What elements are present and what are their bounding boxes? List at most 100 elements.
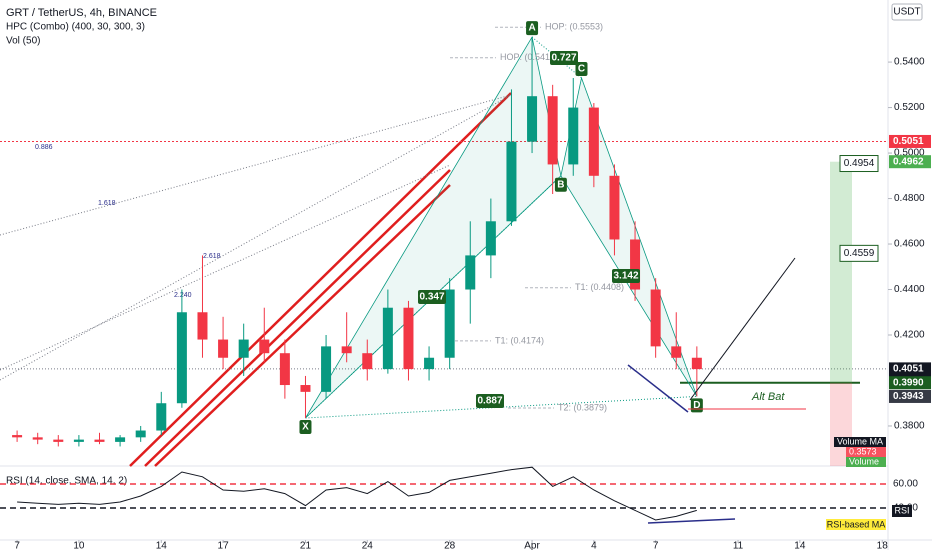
- level-label: HOP: (0.5553): [545, 22, 603, 32]
- ratio-label: 3.142: [613, 271, 638, 282]
- x-tick-label: 17: [218, 541, 230, 550]
- candle-body: [465, 255, 476, 290]
- y-tick-label: 0.3800: [894, 421, 925, 432]
- pane-tag: [846, 457, 886, 467]
- candle-body: [321, 346, 332, 392]
- x-tick-label: 24: [362, 541, 374, 550]
- rsi-ma-tag: [826, 519, 886, 530]
- trend-line: [129, 92, 512, 467]
- price-tag: [889, 155, 931, 169]
- ratio-label: 0.347: [419, 292, 444, 303]
- x-tick-label: 28: [444, 541, 456, 550]
- candle-body: [238, 339, 249, 358]
- x-tick-label: 11: [733, 541, 744, 550]
- trend-line: [144, 169, 451, 467]
- currency-box: [891, 3, 923, 21]
- candle-body: [32, 437, 43, 440]
- chart-title: GRT / TetherUS, 4h, BINANCE: [6, 7, 157, 19]
- ratio-label: 0.727: [551, 53, 576, 64]
- candle-body: [588, 107, 599, 176]
- rsi-name: RSI: [894, 505, 909, 515]
- pattern-point-label: D: [693, 400, 700, 411]
- price-tag-label: 0.3943: [893, 391, 924, 402]
- projection: [689, 257, 796, 401]
- ratio-box: [476, 394, 504, 408]
- candle-body: [300, 385, 311, 392]
- candle-body: [424, 357, 435, 370]
- pattern-point-box: [575, 62, 588, 77]
- x-tick-label: 7: [653, 541, 659, 550]
- candle-body: [568, 107, 579, 165]
- pattern-point-box: [554, 177, 567, 192]
- currency: USDT: [893, 7, 920, 18]
- candle-body: [259, 339, 270, 354]
- candle-body: [279, 353, 290, 386]
- x-tick-label: 10: [73, 541, 85, 550]
- support-line: [647, 518, 736, 524]
- trend-line: [154, 184, 451, 467]
- rsi-title: RSI (14, close, SMA, 14, 2): [6, 476, 127, 487]
- candle-body: [135, 430, 146, 438]
- level-label: T1: (0.4174): [495, 335, 544, 345]
- candle-body: [362, 353, 373, 370]
- y-tick-label: 0.5000: [894, 148, 925, 159]
- price-tag: [889, 134, 931, 148]
- rsi-ma-name: RSI-based MA: [827, 519, 886, 529]
- fib-label: 2.618: [203, 253, 221, 260]
- pane-tag: [846, 447, 886, 457]
- x-tick-label: 14: [156, 541, 168, 550]
- candle-body: [444, 289, 455, 358]
- pattern-point-label: X: [302, 422, 309, 433]
- support-line: [627, 364, 689, 413]
- fib-label: 1.618: [98, 200, 116, 207]
- pattern-point-box: [299, 420, 312, 435]
- y-tick-label: 0.4200: [894, 330, 925, 341]
- y-tick-label: 0.5400: [894, 57, 925, 68]
- y-tick-label: 0.5200: [894, 102, 925, 113]
- ratio-box: [418, 290, 446, 304]
- alt-bat-label: Alt Bat: [751, 391, 785, 403]
- indicator-label: HPC (Combo) (400, 30, 300, 3): [6, 22, 145, 33]
- pane-tag: [834, 437, 886, 447]
- target-label: 0.4954: [844, 158, 875, 169]
- rsi-tag: [892, 505, 912, 517]
- candle-body: [197, 312, 208, 340]
- candle-body: [115, 437, 126, 442]
- candle-body: [403, 307, 414, 370]
- candle-body: [547, 96, 558, 165]
- target-box: [839, 155, 879, 173]
- x-tick-label: 21: [300, 541, 312, 550]
- pane-tag-label: Volume MA: [837, 436, 883, 446]
- level-label: T2: (0.3879): [558, 402, 607, 412]
- rsi-tick-label: 60.00: [893, 479, 918, 490]
- x-tick-label: 14: [794, 541, 806, 550]
- pattern-point-label: B: [557, 179, 564, 190]
- candle-body: [506, 141, 517, 222]
- candle-body: [527, 96, 538, 142]
- target-label: 0.4559: [844, 248, 875, 259]
- price-tag-label: 0.5051: [893, 136, 924, 147]
- price-tag-label: 0.4051: [893, 364, 924, 375]
- level-label: T1: (0.4408): [575, 282, 624, 292]
- price-tag-label: 0.4962: [893, 156, 924, 167]
- candle-body: [341, 346, 352, 354]
- candle-body: [12, 435, 23, 438]
- price-tag-label: 0.3990: [893, 377, 924, 388]
- rsi-line: [17, 466, 697, 521]
- candle-body: [176, 312, 187, 404]
- x-tick-label: Apr: [524, 541, 540, 550]
- target-zone: [830, 161, 852, 383]
- candle-body: [691, 357, 702, 370]
- candle-body: [73, 439, 84, 442]
- candle-body: [218, 339, 229, 358]
- x-tick-label: 7: [14, 541, 20, 550]
- candle-body: [156, 403, 167, 431]
- pattern-point-label: C: [578, 64, 585, 75]
- fib-line: [0, 94, 512, 236]
- indicator-label: Vol (50): [6, 36, 40, 47]
- ratio-label: 0.887: [477, 396, 502, 407]
- target-box: [839, 244, 879, 262]
- price-tag: [889, 389, 931, 403]
- y-tick-label: 0.4400: [894, 284, 925, 295]
